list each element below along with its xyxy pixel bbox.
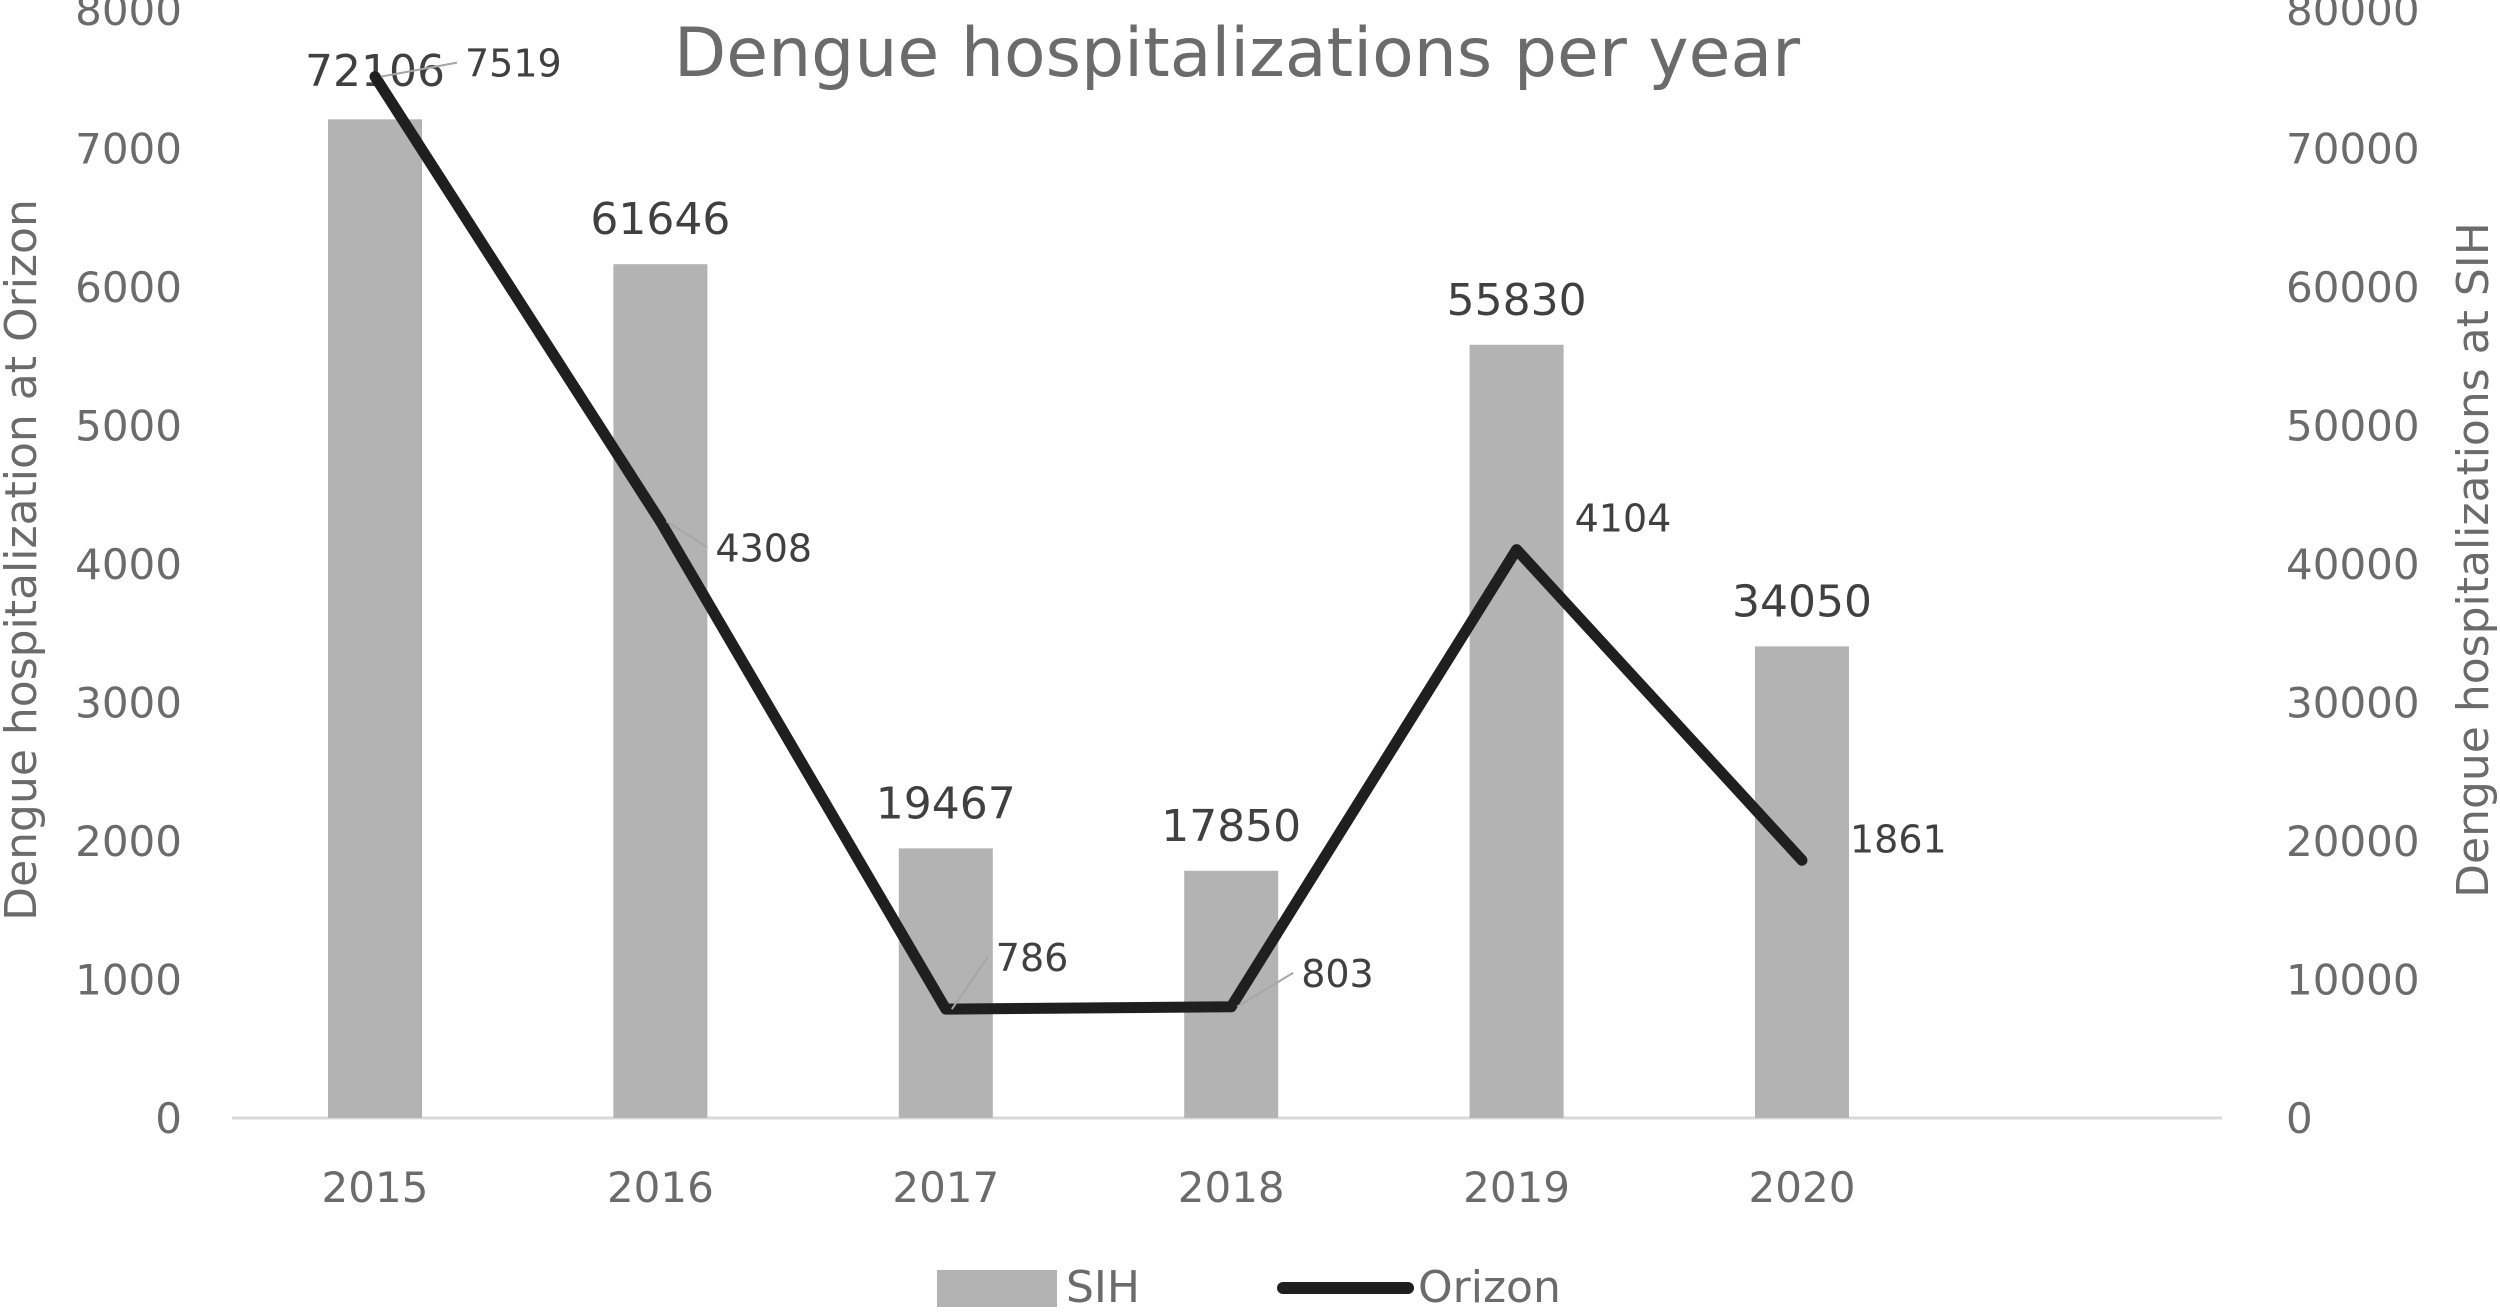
sih-bar-value-label: 61646	[590, 194, 730, 245]
orizon-label-leader	[950, 956, 989, 1010]
orizon-point-value-label: 4104	[1575, 497, 1672, 541]
x-tick-label: 2018	[1178, 1163, 1285, 1212]
right-tick-label: 30000	[2286, 679, 2420, 728]
left-axis-ticks: 0 1000 2000 3000 4000 5000 6000 7000 8000	[75, 0, 182, 1143]
orizon-point-value-label: 786	[996, 936, 1069, 980]
legend-label-sih: SIH	[1066, 1262, 1140, 1307]
x-tick-label: 2017	[892, 1163, 999, 1212]
left-tick-label: 5000	[75, 402, 182, 451]
orizon-line-labels: 7519 4308 786 803 4104 1861	[380, 42, 1947, 1010]
x-tick-label: 2020	[1749, 1163, 1856, 1212]
left-axis-title: Dengue hospitalization at Orizon	[0, 199, 47, 921]
orizon-point-value-label: 1861	[1850, 817, 1947, 861]
sih-bar-value-label: 34050	[1732, 576, 1872, 627]
sih-bar-value-label: 19467	[876, 778, 1016, 829]
right-tick-label: 10000	[2286, 956, 2420, 1005]
sih-bar	[898, 848, 993, 1118]
sih-bar	[1755, 646, 1849, 1118]
orizon-label-leader	[665, 520, 708, 549]
sih-bar	[328, 119, 422, 1118]
left-tick-label: 1000	[75, 956, 182, 1005]
sih-bar	[1469, 344, 1564, 1118]
orizon-point-value-label: 7519	[465, 42, 562, 86]
left-tick-label: 2000	[75, 817, 182, 866]
left-tick-label: 7000	[75, 125, 182, 174]
left-tick-label: 4000	[75, 540, 182, 589]
left-tick-label: 0	[155, 1094, 182, 1143]
orizon-line	[369, 71, 1808, 1015]
right-tick-label: 20000	[2286, 817, 2420, 866]
orizon-point-value-label: 4308	[715, 526, 812, 570]
legend-label-orizon: Orizon	[1418, 1262, 1561, 1307]
sih-bar-value-label: 17850	[1161, 801, 1301, 852]
sih-bars	[328, 119, 1849, 1119]
right-axis-title: Dengue hospitalizations at SIH	[2448, 222, 2499, 898]
right-tick-label: 70000	[2286, 125, 2420, 174]
orizon-label-leader	[1236, 971, 1294, 1008]
x-tick-label: 2015	[322, 1163, 429, 1212]
x-axis-ticks: 2015 2016 2017 2018 2019 2020	[322, 1163, 1856, 1212]
left-tick-label: 8000	[75, 0, 182, 35]
sih-bar	[613, 264, 708, 1119]
orizon-label-leader	[380, 61, 458, 78]
chart-title: Dengue hospitalizations per year	[674, 14, 1800, 93]
right-tick-label: 0	[2286, 1094, 2313, 1143]
right-tick-label: 40000	[2286, 540, 2420, 589]
right-tick-label: 60000	[2286, 263, 2420, 312]
left-tick-label: 3000	[75, 679, 182, 728]
right-tick-label: 80000	[2286, 0, 2420, 35]
right-axis-ticks: 0 10000 20000 30000 40000 50000 60000 70000 8000…	[2286, 0, 2420, 1143]
sih-bar	[1184, 870, 1279, 1118]
right-tick-label: 50000	[2286, 402, 2420, 451]
x-tick-label: 2019	[1463, 1163, 1570, 1212]
sih-bar-value-label: 55830	[1447, 275, 1587, 326]
legend: SIH Orizon	[937, 1262, 1561, 1312]
legend-swatch-sih	[937, 1270, 1057, 1307]
x-tick-label: 2016	[607, 1163, 714, 1212]
left-tick-label: 6000	[75, 263, 182, 312]
orizon-point-value-label: 803	[1301, 952, 1374, 996]
orizon-line-series	[369, 71, 1808, 1015]
